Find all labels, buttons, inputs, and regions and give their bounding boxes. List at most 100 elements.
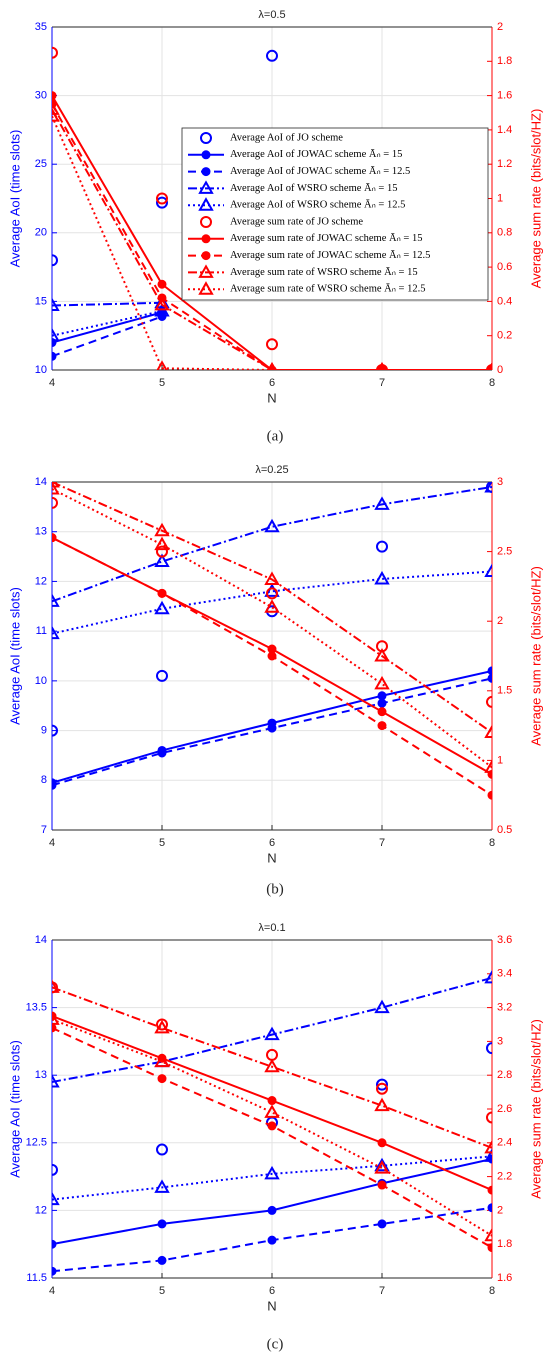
x-tick-label: 6 [269, 1285, 275, 1297]
y-tick-label: 9 [41, 724, 47, 736]
y2-tick-label: 3 [497, 476, 503, 488]
y2-tick-label: 3 [497, 1035, 503, 1047]
y2-axis-label: Average sum rate (bits/slot/HZ) [528, 1019, 543, 1199]
legend-label: Average AoI of JOWAC scheme Āₙ = 15 [230, 149, 402, 160]
y-tick-label: 12.5 [26, 1137, 47, 1149]
marker [200, 132, 212, 144]
marker [484, 969, 492, 984]
x-tick-label: 7 [379, 1285, 385, 1297]
series-line [52, 986, 492, 1149]
marker [52, 780, 57, 790]
x-tick-label: 6 [269, 377, 275, 389]
marker [156, 1143, 168, 1156]
y2-axis-label: Average sum rate (bits/slot/HZ) [528, 109, 543, 289]
legend-label: Average sum rate of JO scheme [230, 216, 363, 227]
y-tick-label: 15 [35, 295, 47, 307]
y-axis-label: Average AoI (time slots) [7, 1040, 22, 1178]
marker [154, 522, 170, 537]
marker [198, 197, 214, 211]
x-tick-label: 8 [489, 837, 495, 849]
x-tick-label: 8 [489, 377, 495, 389]
marker [484, 759, 492, 773]
marker [377, 1180, 387, 1190]
marker [201, 167, 211, 177]
y-tick-label: 13 [35, 1069, 47, 1081]
marker [52, 108, 60, 122]
marker [487, 1185, 492, 1195]
y-tick-label: 14 [35, 476, 47, 488]
y2-tick-label: 3.2 [497, 1002, 512, 1014]
chart-title: λ=0.25 [255, 464, 288, 476]
y2-tick-label: 1 [497, 754, 503, 766]
marker [484, 482, 492, 493]
chart-title: λ=0.1 [258, 922, 285, 934]
y2-tick-label: 2.2 [497, 1171, 512, 1183]
marker [264, 518, 280, 533]
x-axis-label: N [267, 850, 276, 865]
marker [484, 724, 492, 739]
legend-label: Average AoI of JO scheme [230, 132, 343, 143]
y2-tick-label: 1 [497, 192, 503, 204]
marker [157, 588, 167, 598]
marker [484, 1139, 492, 1154]
marker [154, 600, 170, 615]
marker [374, 1160, 390, 1174]
y2-tick-label: 0.4 [497, 295, 512, 307]
y2-tick-label: 3.6 [497, 934, 512, 946]
marker [157, 279, 167, 289]
y-tick-label: 8 [41, 774, 47, 786]
marker [52, 979, 60, 993]
x-tick-label: 4 [49, 837, 55, 849]
marker [267, 1205, 277, 1215]
series-line [52, 485, 492, 603]
x-tick-label: 7 [379, 377, 385, 389]
marker [264, 1165, 280, 1180]
marker [487, 666, 492, 676]
marker [52, 254, 58, 267]
marker [486, 1111, 492, 1124]
marker [264, 599, 280, 613]
marker [157, 1074, 167, 1084]
x-tick-label: 4 [49, 1285, 55, 1297]
marker [200, 216, 212, 228]
legend-box [181, 127, 489, 301]
marker [198, 281, 214, 295]
y2-tick-label: 1.2 [497, 158, 512, 170]
y-axis-label: Average AoI (time slots) [7, 130, 22, 268]
marker [267, 361, 277, 370]
y2-tick-label: 1.8 [497, 55, 512, 67]
marker [484, 1148, 492, 1162]
marker [486, 482, 492, 493]
x-tick-label: 5 [159, 377, 165, 389]
plot-area [52, 482, 492, 800]
y2-tick-label: 3.4 [497, 968, 512, 980]
series-line [52, 570, 492, 635]
y-tick-label: 11.5 [26, 1272, 47, 1284]
marker [484, 1227, 492, 1242]
marker [154, 294, 170, 309]
marker [377, 698, 387, 708]
plot-area [52, 969, 492, 1276]
series-line [52, 482, 492, 734]
series-line [52, 95, 492, 370]
y-tick-label: 25 [35, 158, 47, 170]
y-tick-label: 13 [35, 526, 47, 538]
marker [156, 1018, 168, 1031]
y-tick-label: 30 [35, 90, 47, 102]
x-axis-label: N [267, 1298, 276, 1313]
marker [198, 180, 214, 194]
marker [374, 570, 390, 585]
marker [52, 1011, 60, 1025]
marker [52, 1191, 60, 1206]
marker [52, 533, 57, 543]
marker [487, 790, 492, 800]
marker [266, 587, 278, 600]
marker [52, 46, 58, 59]
marker [52, 482, 60, 495]
marker [377, 707, 387, 717]
legend-label: Average sum rate of WSRO scheme Āₙ = 12.… [230, 284, 425, 295]
marker [267, 1096, 277, 1106]
y2-tick-label: 1.6 [497, 90, 512, 102]
marker [374, 647, 390, 662]
marker [487, 361, 492, 370]
